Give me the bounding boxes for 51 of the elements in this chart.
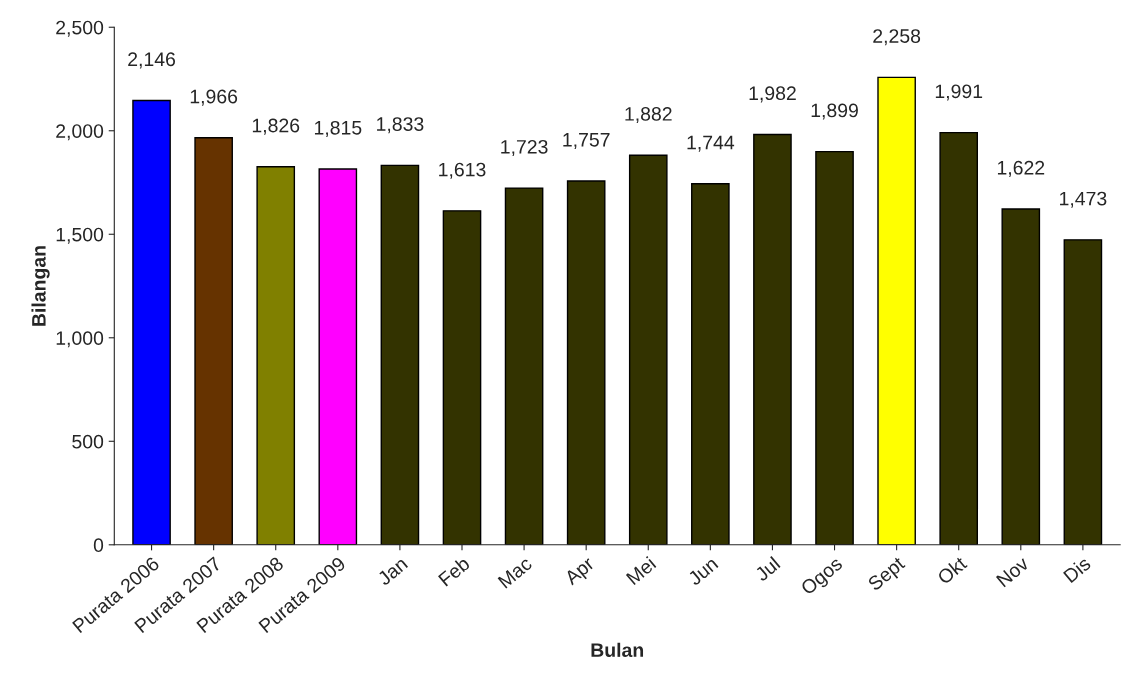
y-tick-label: 1,500 bbox=[56, 227, 104, 244]
bar bbox=[380, 164, 420, 545]
data-label: 1,815 bbox=[314, 120, 362, 137]
data-label: 1,473 bbox=[1060, 191, 1107, 208]
y-axis-title: Bilangan bbox=[31, 246, 50, 326]
data-label: 1,833 bbox=[377, 117, 424, 134]
bar bbox=[132, 99, 171, 545]
x-tick-label: Jun bbox=[687, 556, 719, 587]
data-label: 1,982 bbox=[749, 86, 796, 103]
data-label: 1,991 bbox=[935, 84, 983, 101]
bar bbox=[691, 183, 730, 545]
x-tick-label: Jul bbox=[753, 556, 781, 582]
data-label: 1,723 bbox=[501, 139, 548, 156]
data-label: 2,258 bbox=[873, 29, 921, 46]
x-tick-label: Apr bbox=[563, 555, 598, 589]
x-tick-label: Feb bbox=[437, 555, 471, 587]
bar bbox=[753, 133, 792, 545]
bar bbox=[877, 76, 916, 545]
data-label: 2,146 bbox=[128, 52, 176, 69]
y-tick-label: 0 bbox=[93, 538, 104, 553]
data-label: 1,757 bbox=[563, 133, 610, 149]
x-tick-label: Dis bbox=[1062, 555, 1092, 584]
data-label: 1,826 bbox=[252, 118, 300, 135]
x-tick-label: Mei bbox=[625, 556, 657, 586]
data-label: 1,899 bbox=[811, 103, 858, 120]
bar bbox=[504, 187, 544, 545]
x-axis-title: Bulan bbox=[591, 642, 644, 658]
bar bbox=[815, 150, 854, 545]
data-label: 1,613 bbox=[439, 162, 486, 179]
bar bbox=[1001, 208, 1041, 545]
bar bbox=[194, 137, 233, 545]
bar bbox=[628, 154, 668, 545]
bar bbox=[318, 168, 358, 545]
bar bbox=[566, 180, 606, 545]
data-label: 1,622 bbox=[997, 160, 1045, 177]
x-tick-label: Sept bbox=[866, 555, 909, 595]
x-tick-label: Mac bbox=[497, 556, 533, 589]
data-label: 1,882 bbox=[625, 107, 672, 124]
bar bbox=[939, 131, 979, 545]
x-tick-label: Jan bbox=[376, 556, 409, 587]
y-tick-label: 2,000 bbox=[56, 124, 104, 141]
bar bbox=[256, 166, 296, 545]
y-tick-label: 500 bbox=[72, 434, 104, 449]
bar bbox=[1063, 239, 1103, 545]
bar bbox=[442, 210, 482, 545]
data-label: 1,966 bbox=[190, 89, 238, 106]
x-tick-label: Nov bbox=[995, 555, 1030, 588]
data-label: 1,744 bbox=[687, 135, 735, 152]
y-tick-label: 2,500 bbox=[56, 20, 104, 37]
y-tick-label: 1,000 bbox=[56, 331, 104, 348]
x-tick-label: Okt bbox=[936, 555, 968, 586]
